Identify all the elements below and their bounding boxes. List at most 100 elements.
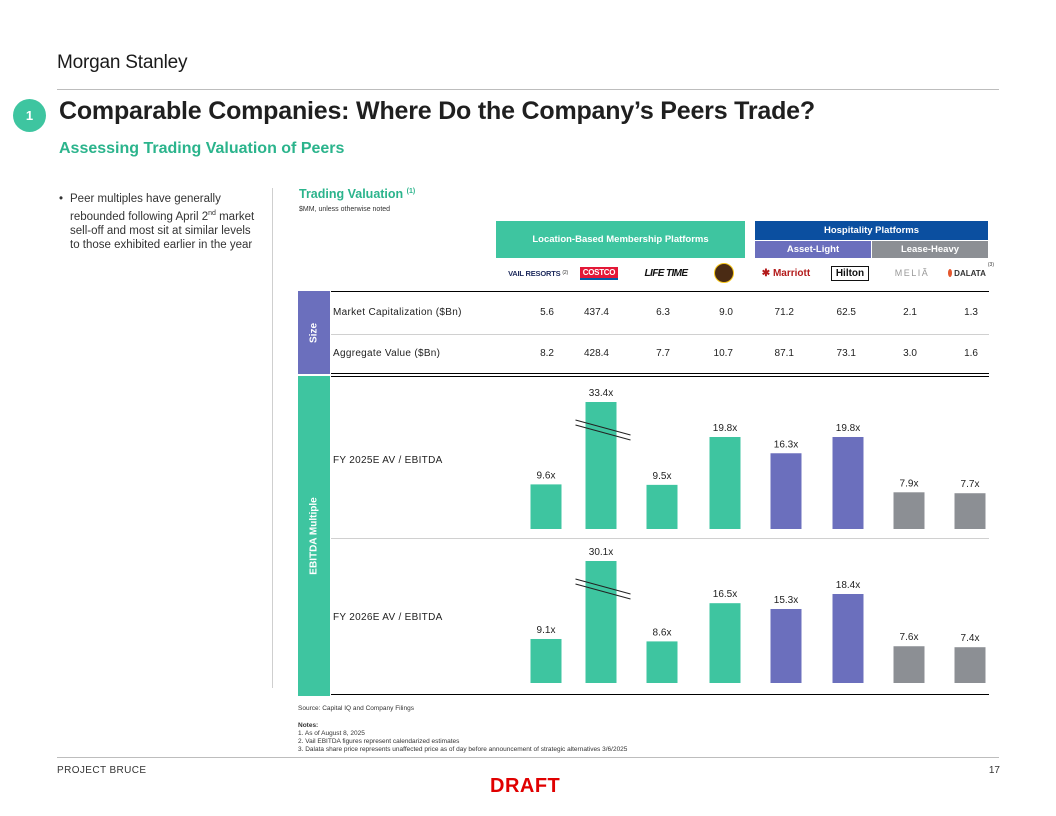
marriott-logo: ✱ Marriott bbox=[761, 267, 811, 279]
size-section-label: Size bbox=[298, 291, 330, 374]
chart-bar bbox=[530, 638, 562, 683]
table-cell: 9.0 bbox=[719, 307, 733, 318]
chart-row-label: FY 2025E AV / EBITDA bbox=[333, 455, 443, 466]
chart-bar bbox=[954, 647, 986, 683]
table-title-footnote: (1) bbox=[406, 187, 416, 195]
bullet-text-start: Peer multiples have generally rebounded … bbox=[70, 193, 221, 223]
table-cell: 87.1 bbox=[774, 348, 794, 359]
source-note: Source: Capital IQ and Company Filings bbox=[298, 705, 414, 712]
table-cell: 2.1 bbox=[903, 307, 917, 318]
chart-bar bbox=[585, 561, 617, 683]
table-cell: 8.2 bbox=[540, 348, 554, 359]
project-name: PROJECT BRUCE bbox=[57, 765, 147, 776]
axis-break-mark bbox=[575, 583, 631, 600]
costco-logo: COSTCO bbox=[578, 263, 620, 283]
row-label: Aggregate Value ($Bn) bbox=[333, 348, 441, 359]
ebitda-section-label: EBITDA Multiple bbox=[298, 376, 330, 696]
table-cell: 62.5 bbox=[836, 307, 856, 318]
bar-data-label: 7.7x bbox=[961, 479, 980, 490]
hilton-logo: Hilton bbox=[829, 263, 871, 283]
bullet-dot: • bbox=[59, 193, 64, 205]
table-cell: 437.4 bbox=[583, 307, 609, 318]
notes-title: Notes: bbox=[298, 722, 319, 729]
column-divider bbox=[272, 188, 273, 688]
chart-bar bbox=[585, 402, 617, 529]
brand-logo: Morgan Stanley bbox=[57, 52, 188, 73]
chart-row-label: FY 2026E AV / EBITDA bbox=[333, 612, 443, 623]
footnote-2: 2. Vail EBITDA figures represent calenda… bbox=[298, 738, 460, 745]
chart-bar bbox=[709, 603, 741, 683]
table-title: Trading Valuation (1) bbox=[299, 187, 416, 201]
bar-data-label: 30.1x bbox=[589, 547, 613, 558]
table-cell: 71.2 bbox=[774, 307, 794, 318]
group-header-lease-heavy: Lease-Heavy bbox=[872, 241, 988, 258]
bar-data-label: 7.9x bbox=[900, 478, 919, 489]
table-cell: 5.6 bbox=[540, 307, 554, 318]
table-rule-top bbox=[331, 291, 989, 292]
footnote-3: 3. Dalata share price represents unaffec… bbox=[298, 746, 628, 753]
table-cell: 428.4 bbox=[583, 348, 609, 359]
bullet-superscript: nd bbox=[208, 209, 216, 217]
section-badge: 1 bbox=[13, 99, 46, 132]
bullet-text-end: market sell-off and most sit at similar … bbox=[70, 210, 255, 252]
bar-data-label: 33.4x bbox=[589, 388, 613, 399]
bar-data-label: 16.3x bbox=[774, 439, 798, 450]
bar-data-label: 8.6x bbox=[653, 627, 672, 638]
footnote-1: 1. As of August 8, 2025 bbox=[298, 730, 365, 737]
axis-break-mark bbox=[575, 424, 631, 441]
life-time-logo: LIFE TIME bbox=[644, 267, 689, 279]
table-rule-size-bottom bbox=[331, 373, 989, 374]
table-rule-mid bbox=[331, 334, 989, 335]
table-cell: 73.1 bbox=[836, 348, 856, 359]
commentary-bullet: • Peer multiples have generally rebounded… bbox=[59, 192, 259, 253]
dalata-logo: DALATA (3) bbox=[948, 262, 994, 283]
chart-bar bbox=[893, 492, 925, 529]
page-number: 17 bbox=[988, 765, 1000, 776]
chart-bar bbox=[832, 594, 864, 683]
chart-bar bbox=[832, 437, 864, 529]
bar-data-label: 15.3x bbox=[774, 595, 798, 606]
planet-fitness-logo bbox=[710, 263, 738, 283]
group-header-membership: Location-Based Membership Platforms bbox=[496, 221, 745, 258]
bar-data-label: 19.8x bbox=[836, 423, 860, 434]
table-cell: 10.7 bbox=[713, 348, 733, 359]
draft-stamp: DRAFT bbox=[490, 775, 561, 797]
table-cell: 7.7 bbox=[656, 348, 670, 359]
vail-footnote: (2) bbox=[562, 270, 568, 276]
chart-bar bbox=[530, 484, 562, 529]
vail-resorts-logo: VAIL RESORTS (2) bbox=[508, 268, 568, 278]
page-title: Comparable Companies: Where Do the Compa… bbox=[59, 97, 815, 125]
chart-bar bbox=[646, 641, 678, 683]
chart-bar bbox=[770, 608, 802, 683]
table-rule-ebitda-top bbox=[331, 376, 989, 377]
chart-bar bbox=[954, 493, 986, 529]
table-cell: 1.6 bbox=[964, 348, 978, 359]
bar-data-label: 16.5x bbox=[713, 589, 737, 600]
group-header-asset-light: Asset-Light bbox=[755, 241, 871, 258]
chart-bar bbox=[646, 484, 678, 529]
chart-bar bbox=[709, 437, 741, 529]
bar-data-label: 9.5x bbox=[653, 471, 672, 482]
bar-data-label: 19.8x bbox=[713, 423, 737, 434]
row-label: Market Capitalization ($Bn) bbox=[333, 307, 462, 318]
table-cell: 1.3 bbox=[964, 307, 978, 318]
bar-data-label: 9.6x bbox=[537, 470, 556, 481]
dalata-footnote: (3) bbox=[987, 262, 994, 268]
header-divider bbox=[57, 89, 999, 90]
group-header-hospitality: Hospitality Platforms bbox=[755, 221, 988, 240]
bar-data-label: 7.6x bbox=[900, 632, 919, 643]
axis-break-mark bbox=[575, 419, 631, 436]
table-rule-bottom bbox=[331, 694, 989, 695]
chart-bar bbox=[770, 453, 802, 529]
bar-data-label: 18.4x bbox=[836, 580, 860, 591]
footer-divider bbox=[57, 757, 999, 758]
melia-logo: MELIÃ bbox=[894, 268, 930, 278]
table-rule-chart-mid bbox=[331, 538, 989, 539]
dalata-mark-icon bbox=[948, 269, 953, 277]
axis-break-mark bbox=[575, 578, 631, 595]
footnotes: Notes: 1. As of August 8, 2025 2. Vail E… bbox=[298, 722, 627, 754]
bar-data-label: 9.1x bbox=[537, 625, 556, 636]
table-cell: 6.3 bbox=[656, 307, 670, 318]
chart-bar bbox=[893, 646, 925, 683]
